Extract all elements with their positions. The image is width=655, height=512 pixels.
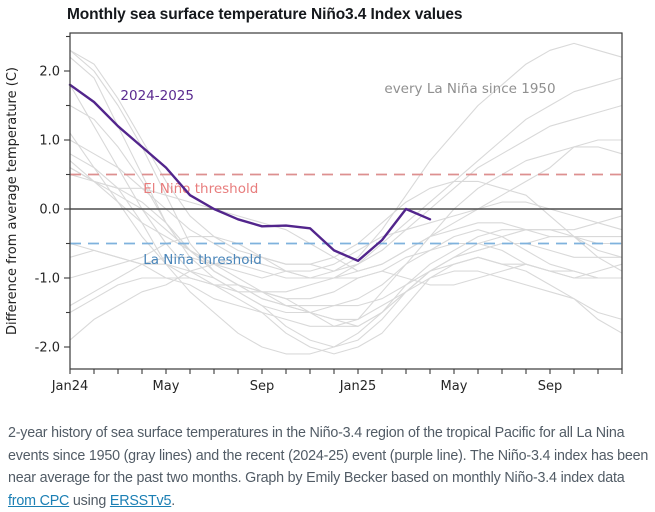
x-tick-label: Jan24: [51, 379, 89, 394]
la-nina-event-line: [69, 56, 623, 279]
y-tick-label: -2.0: [35, 341, 60, 356]
la-nina-event-line: [69, 236, 623, 348]
y-axis-title: Difference from average temperature (C): [5, 67, 20, 335]
nino34-figure: Monthly sea surface temperature Niño3.4 …: [5, 6, 623, 394]
y-tick-label: 0.0: [39, 203, 60, 218]
figure-caption: 2-year history of sea surface temperatur…: [8, 422, 650, 512]
x-tick-labels: Jan24 May Sep Jan25 May Sep: [51, 379, 563, 394]
x-axis: [69, 369, 623, 374]
la-nina-event-line: [69, 104, 623, 314]
y-axis: [64, 35, 70, 348]
x-tick-label: May: [441, 379, 468, 394]
x-tick-label: Sep: [538, 379, 563, 394]
y-tick-labels: 2.0 1.0 0.0 -1.0 -2.0: [35, 65, 60, 356]
nino34-chart: El Niño threshold La Niña threshold Jan24 M…: [5, 32, 623, 394]
la-nina-event-line: [69, 146, 623, 327]
la-nina-event-line: [69, 153, 623, 355]
x-tick-label: Jan25: [339, 379, 377, 394]
chart-title: Monthly sea surface temperature Niño3.4 …: [67, 6, 463, 23]
la-nina-event-line: [69, 84, 623, 355]
x-tick-label: Sep: [250, 379, 275, 394]
la-nina-event-line: [69, 242, 623, 327]
la-nina-event-line: [69, 77, 623, 293]
la-nina-event-line: [69, 104, 623, 341]
plot-border: [69, 32, 623, 370]
la-nina-event-line: [69, 139, 623, 272]
caption-text: 2-year history of sea surface temperatur…: [8, 425, 649, 487]
la-nina-event-line: [69, 139, 623, 279]
x-tick-label: May: [153, 379, 180, 394]
annotation-current-event: 2024-2025: [120, 88, 194, 104]
y-tick-label: -1.0: [35, 272, 60, 287]
la-nina-threshold-label: La Niña threshold: [143, 252, 262, 268]
el-nino-threshold-label: El Niño threshold: [143, 181, 258, 197]
y-tick-label: 2.0: [39, 65, 60, 80]
y-tick-label: 1.0: [39, 134, 60, 149]
gray-event-lines: [69, 42, 623, 355]
annotation-gray-events: every La Niña since 1950: [384, 81, 555, 97]
current-event-line: [68, 83, 432, 262]
la-nina-event-line: [69, 236, 623, 286]
